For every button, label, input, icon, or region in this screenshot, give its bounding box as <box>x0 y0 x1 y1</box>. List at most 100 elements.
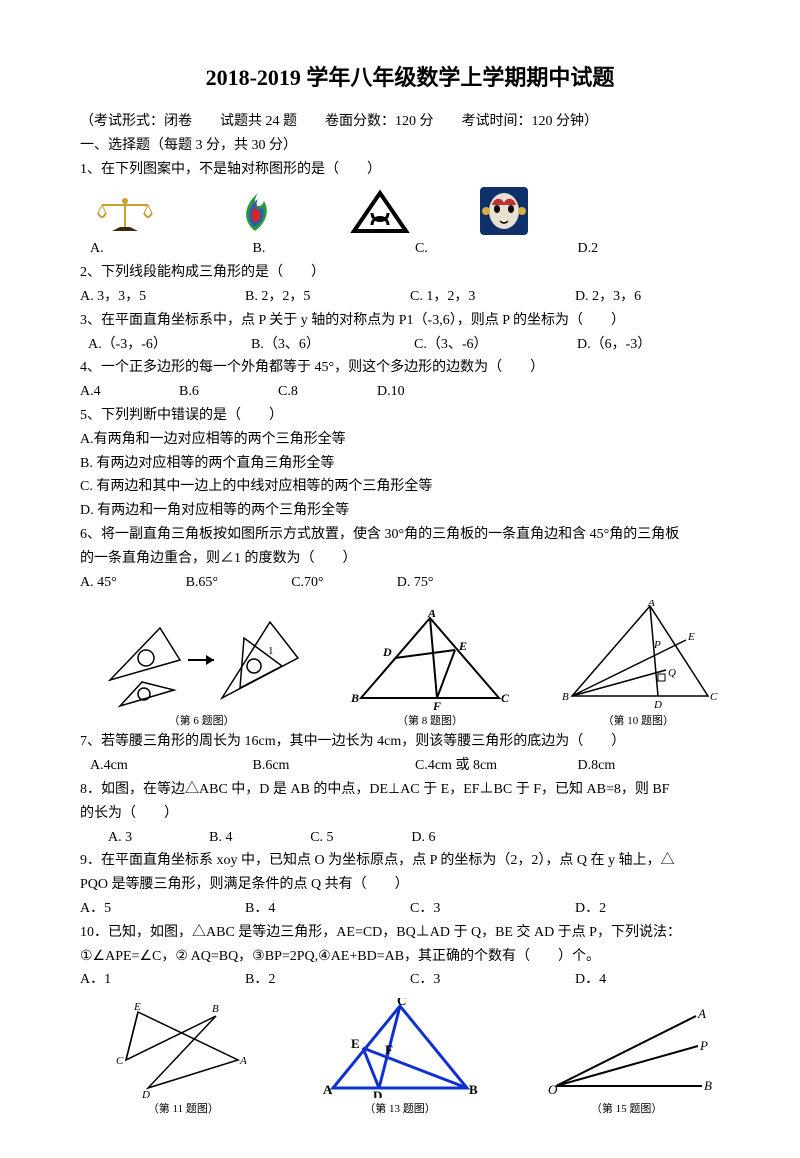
q3-stem: 3、在平面直角坐标系中，点 P 关于 y 轴的对称点为 P1（-3,6），则点 … <box>80 309 740 333</box>
q2-opt-a: A. 3，3，5 <box>80 285 245 309</box>
figure-13-caption: （第 13 题图） <box>364 1100 436 1116</box>
q7-opt-c: C.4cm 或 8cm <box>415 754 578 778</box>
section-heading: 一、选择题（每题 3 分，共 30 分） <box>80 134 740 158</box>
svg-text:P: P <box>699 1038 708 1053</box>
figure-15: O B A P （第 15 题图） <box>542 1008 712 1116</box>
q4-opt-c: C.8 <box>278 380 377 404</box>
q10-stem-line1: 10．已知，如图，△ABC 是等边三角形，AE=CD，BQ⊥AD 于 Q，BE … <box>80 921 740 945</box>
svg-text:D: D <box>141 1089 150 1098</box>
page-title: 2018-2019 学年八年级数学上学期期中试题 <box>80 60 740 92</box>
figure-11: E B A C D （第 11 题图） <box>108 998 258 1116</box>
flame-logo-icon <box>230 187 280 235</box>
svg-text:B: B <box>469 1082 478 1097</box>
svg-text:D: D <box>382 645 392 659</box>
q10-opt-a: A．1 <box>80 968 245 992</box>
q4-opt-b: B.6 <box>179 380 278 404</box>
q6-opt-a: A. 45° <box>80 571 186 595</box>
svg-text:C: C <box>116 1055 124 1067</box>
svg-text:E: E <box>351 1036 360 1051</box>
q10-opt-d: D．4 <box>575 968 740 992</box>
figure-10: A B C D E P Q （第 10 题图） <box>558 600 718 728</box>
svg-text:A: A <box>697 1008 706 1021</box>
svg-text:A: A <box>427 610 436 620</box>
svg-text:O: O <box>548 1082 558 1097</box>
triangle-symbol-icon <box>350 189 410 235</box>
q9-stem-line1: 9．在平面直角坐标系 xoy 中，已知点 O 为坐标原点，点 P 的坐标为（2，… <box>80 849 740 873</box>
q5-opt-b: B. 有两边对应相等的两个直角三角形全等 <box>80 452 740 476</box>
q8-opt-c: C. 5 <box>310 826 411 850</box>
q9-opt-c: C．3 <box>410 897 575 921</box>
q2-options: A. 3，3，5 B. 2，2，5 C. 1，2，3 D. 2，3，6 <box>80 285 740 309</box>
q1-opt-b: B. <box>253 237 416 261</box>
svg-text:F: F <box>432 699 441 710</box>
opera-mask-icon <box>480 187 528 235</box>
q6-opt-c: C.70° <box>291 571 397 595</box>
svg-text:E: E <box>133 1001 141 1013</box>
q8-stem-line1: 8．如图，在等边△ABC 中，D 是 AB 的中点，DE⊥AC 于 E，EF⊥B… <box>80 778 740 802</box>
figure-row-1: 1 （第 6 题图） A B C D E F （第 8 题图） <box>80 600 740 728</box>
q9-opt-b: B．4 <box>245 897 410 921</box>
q6-stem-line1: 6、将一副直角三角板按如图所示方式放置，使含 30°角的三角板的一条直角边和含 … <box>80 523 740 547</box>
figure-row-2: E B A C D （第 11 题图） C A B E F D （第 13 题图… <box>80 998 740 1116</box>
q10-opt-b: B．2 <box>245 968 410 992</box>
svg-text:P: P <box>653 639 661 651</box>
q7-stem: 7、若等腰三角形的周长为 16cm，其中一边长为 4cm，则该等腰三角形的底边为… <box>80 730 740 754</box>
svg-text:B: B <box>212 1003 219 1015</box>
figure-8-caption: （第 8 题图） <box>397 712 463 728</box>
svg-text:Q: Q <box>668 667 676 679</box>
q1-opt-d: D.2 <box>578 237 741 261</box>
figure-15-caption: （第 15 题图） <box>591 1100 663 1116</box>
q7-opt-d: D.8cm <box>578 754 741 778</box>
figure-6-caption: （第 6 题图） <box>169 712 235 728</box>
svg-text:A: A <box>239 1055 247 1067</box>
q9-opt-d: D．2 <box>575 897 740 921</box>
balance-scale-icon <box>90 195 160 235</box>
q2-opt-c: C. 1，2，3 <box>410 285 575 309</box>
q7-opt-b: B.6cm <box>253 754 416 778</box>
q10-options: A．1 B．2 C．3 D．4 <box>80 968 740 992</box>
exam-meta: （考试形式：闭卷 试题共 24 题 卷面分数：120 分 考试时间：120 分钟… <box>80 110 740 134</box>
q7-opt-a: A.4cm <box>90 754 253 778</box>
svg-text:E: E <box>687 631 695 643</box>
q6-opt-b: B.65° <box>186 571 292 595</box>
q4-opt-d: D.10 <box>377 380 476 404</box>
q2-opt-b: B. 2，2，5 <box>245 285 410 309</box>
q7-options: A.4cm B.6cm C.4cm 或 8cm D.8cm <box>90 754 740 778</box>
q5-stem: 5、下列判断中错误的是（ ） <box>80 404 740 428</box>
q4-stem: 4、一个正多边形的每一个外角都等于 45°，则这个多边形的边数为（ ） <box>80 356 740 380</box>
q6-opt-d: D. 75° <box>397 571 503 595</box>
q9-options: A．5 B．4 C．3 D．2 <box>80 897 740 921</box>
q5-opt-a: A.有两角和一边对应相等的两个三角形全等 <box>80 428 740 452</box>
q4-options: A.4 B.6 C.8 D.10 <box>80 380 740 404</box>
svg-text:B: B <box>704 1078 712 1093</box>
svg-text:C: C <box>501 691 510 705</box>
svg-text:1: 1 <box>268 645 274 657</box>
q1-figures <box>90 187 740 235</box>
svg-text:B: B <box>562 691 569 703</box>
exam-page: 2018-2019 学年八年级数学上学期期中试题 （考试形式：闭卷 试题共 24… <box>0 0 800 1158</box>
q1-options: A. B. C. D.2 <box>90 237 740 261</box>
figure-10-caption: （第 10 题图） <box>603 712 675 728</box>
svg-text:B: B <box>350 691 359 705</box>
q3-opt-a: A.（-3，-6） <box>88 333 251 357</box>
q5-opt-c: C. 有两边和其中一边上的中线对应相等的两个三角形全等 <box>80 475 740 499</box>
q10-opt-c: C．3 <box>410 968 575 992</box>
q3-opt-c: C.（3、-6） <box>414 333 577 357</box>
q1-opt-a: A. <box>90 237 253 261</box>
svg-text:A: A <box>647 600 655 609</box>
q6-stem-line2: 的一条直角边重合，则∠1 的度数为（ ） <box>80 547 740 571</box>
svg-text:D: D <box>653 699 662 710</box>
q2-opt-d: D. 2，3，6 <box>575 285 740 309</box>
q8-opt-b: B. 4 <box>209 826 310 850</box>
q6-options: A. 45° B.65° C.70° D. 75° <box>80 571 740 595</box>
q2-stem: 2、下列线段能构成三角形的是（ ） <box>80 261 740 285</box>
q5-opt-d: D. 有两边和一角对应相等的两个三角形全等 <box>80 499 740 523</box>
svg-text:F: F <box>385 1042 393 1057</box>
q3-opt-d: D.（6，-3） <box>577 333 740 357</box>
figure-13: C A B E F D （第 13 题图） <box>315 998 485 1116</box>
q8-stem-line2: 的长为（ ） <box>80 802 740 826</box>
svg-text:D: D <box>373 1088 382 1098</box>
q8-opt-a: A. 3 <box>108 826 209 850</box>
q1-opt-c: C. <box>415 237 578 261</box>
q3-options: A.（-3，-6） B.（3、6） C.（3、-6） D.（6，-3） <box>88 333 740 357</box>
